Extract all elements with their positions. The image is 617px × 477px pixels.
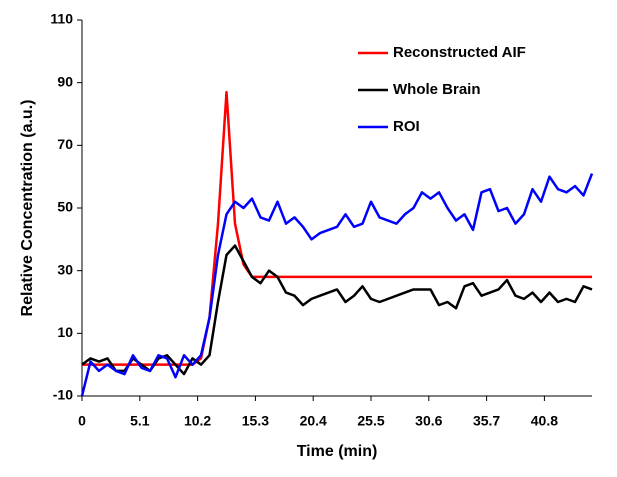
y-tick-label: 50	[57, 199, 73, 215]
y-tick-label: 30	[57, 261, 73, 277]
legend-text: ROI	[393, 118, 420, 135]
x-axis-title: Time (min)	[297, 443, 378, 460]
x-tick-label: 0	[78, 413, 86, 429]
legend-text: Whole Brain	[393, 81, 481, 98]
y-tick-label: 70	[57, 136, 73, 152]
y-tick-label: 10	[57, 324, 73, 340]
legend-text: Reconstructed AIF	[393, 44, 526, 61]
x-tick-label: 35.7	[473, 413, 500, 429]
x-tick-label: 20.4	[300, 413, 327, 429]
x-tick-label: 5.1	[130, 413, 150, 429]
series-line	[80, 173, 594, 397]
y-axis-title: Relative Concentration (a.u.)	[19, 100, 36, 317]
series-line	[82, 90, 592, 366]
y-tick-label: -10	[53, 387, 73, 403]
y-tick-label: 110	[50, 11, 73, 27]
series-line	[81, 244, 593, 376]
x-tick-label: 30.6	[415, 413, 442, 429]
y-tick-label: 90	[57, 73, 73, 89]
x-tick-label: 25.5	[357, 413, 384, 429]
x-tick-label: 40.8	[531, 413, 558, 429]
x-tick-label: 15.3	[242, 413, 269, 429]
x-tick-label: 10.2	[184, 413, 211, 429]
